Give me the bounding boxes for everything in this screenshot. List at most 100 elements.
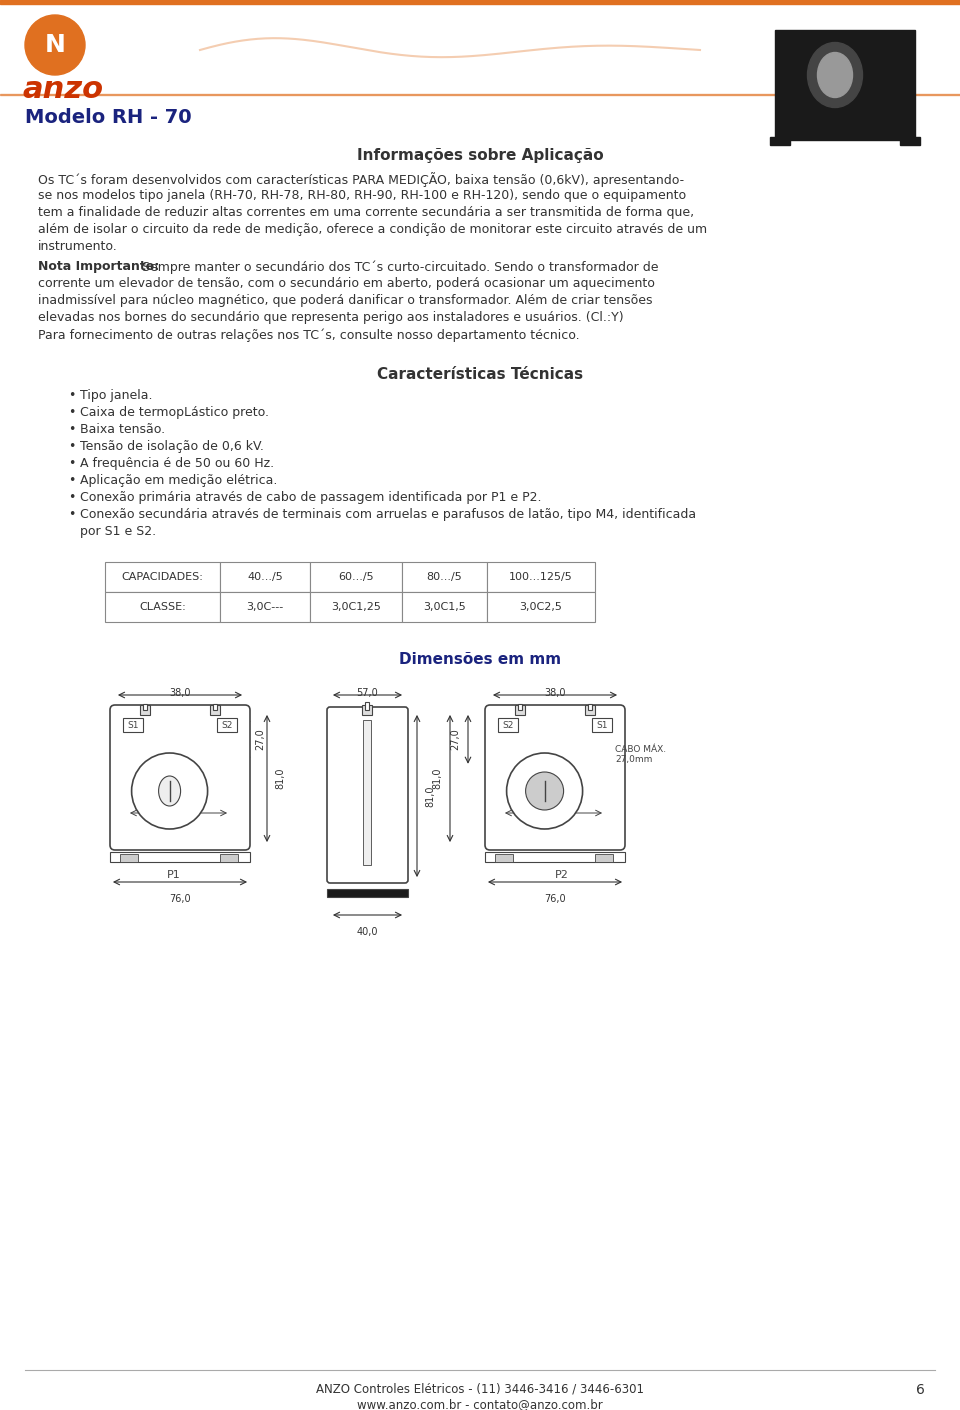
Text: Características Técnicas: Características Técnicas <box>377 367 583 382</box>
Circle shape <box>25 16 85 75</box>
Text: S2: S2 <box>502 721 514 729</box>
Bar <box>105 563 220 592</box>
Text: Para fornecimento de outras relações nos TC´s, consulte nosso departamento técni: Para fornecimento de outras relações nos… <box>38 329 580 341</box>
Ellipse shape <box>818 52 852 97</box>
Bar <box>220 592 310 622</box>
Text: A frequência é de 50 ou 60 Hz.: A frequência é de 50 ou 60 Hz. <box>80 457 275 470</box>
FancyBboxPatch shape <box>327 706 408 883</box>
Text: CAPACIDADES:: CAPACIDADES: <box>122 572 204 582</box>
Bar <box>140 705 150 715</box>
Bar <box>143 704 147 711</box>
Bar <box>402 592 487 622</box>
Bar <box>327 888 408 897</box>
Ellipse shape <box>807 42 862 107</box>
Text: 40,0: 40,0 <box>357 926 378 938</box>
Text: Modelo RH - 70: Modelo RH - 70 <box>25 109 192 127</box>
Bar <box>775 30 915 140</box>
Text: 3,0C---: 3,0C--- <box>247 602 283 612</box>
Circle shape <box>526 773 564 809</box>
Circle shape <box>132 753 207 829</box>
Bar <box>595 854 613 862</box>
Circle shape <box>507 753 583 829</box>
Text: inadmissível para núcleo magnético, que poderá danificar o transformador. Além d: inadmissível para núcleo magnético, que … <box>38 295 653 307</box>
Bar <box>402 563 487 592</box>
Text: instrumento.: instrumento. <box>38 240 118 252</box>
Text: 38,0: 38,0 <box>538 808 560 818</box>
Text: 76,0: 76,0 <box>544 894 565 904</box>
Bar <box>588 704 592 711</box>
Text: Conexão primária através de cabo de passagem identificada por P1 e P2.: Conexão primária através de cabo de pass… <box>80 491 541 503</box>
Bar <box>217 718 237 732</box>
Bar <box>362 705 372 715</box>
Text: Conexão secundária através de terminais com arruelas e parafusos de latão, tipo : Conexão secundária através de terminais … <box>80 508 696 522</box>
Bar <box>770 137 790 145</box>
Bar <box>365 702 369 711</box>
Bar <box>213 704 217 711</box>
Text: 81,0: 81,0 <box>275 768 285 790</box>
Text: CABO MÁX.
27,0mm: CABO MÁX. 27,0mm <box>615 744 666 764</box>
Text: 60.../5: 60.../5 <box>338 572 373 582</box>
Text: Dimensões em mm: Dimensões em mm <box>399 651 561 667</box>
Bar <box>592 718 612 732</box>
Text: Caixa de termopLástico preto.: Caixa de termopLástico preto. <box>80 406 269 419</box>
Bar <box>0 93 960 94</box>
Text: P1: P1 <box>167 870 180 880</box>
Text: S1: S1 <box>596 721 608 729</box>
Bar <box>220 563 310 592</box>
Text: Nota Importante:: Nota Importante: <box>38 259 159 274</box>
Text: N: N <box>44 32 65 56</box>
Bar <box>310 563 402 592</box>
Text: 3,0C1,5: 3,0C1,5 <box>423 602 466 612</box>
Text: Aplicação em medição elétrica.: Aplicação em medição elétrica. <box>80 474 277 486</box>
Text: •: • <box>68 491 76 503</box>
Text: se nos modelos tipo janela (RH-70, RH-78, RH-80, RH-90, RH-100 e RH-120), sendo : se nos modelos tipo janela (RH-70, RH-78… <box>38 189 686 202</box>
Bar <box>310 592 402 622</box>
Text: 57,0: 57,0 <box>356 688 378 698</box>
FancyBboxPatch shape <box>110 705 250 850</box>
Text: 80.../5: 80.../5 <box>426 572 463 582</box>
Bar <box>110 852 250 862</box>
Text: tem a finalidade de reduzir altas correntes em uma corrente secundária a ser tra: tem a finalidade de reduzir altas corren… <box>38 206 694 219</box>
Text: 3,0C1,25: 3,0C1,25 <box>331 602 381 612</box>
Text: CLASSE:: CLASSE: <box>139 602 186 612</box>
Text: além de isolar o circuito da rede de medição, oferece a condição de monitorar es: além de isolar o circuito da rede de med… <box>38 223 708 235</box>
Bar <box>123 718 143 732</box>
Bar <box>900 137 920 145</box>
Text: •: • <box>68 389 76 402</box>
Bar <box>487 563 595 592</box>
Text: ANZO Controles Elétricos - (11) 3446-3416 / 3446-6301: ANZO Controles Elétricos - (11) 3446-341… <box>316 1383 644 1396</box>
Text: www.anzo.com.br - contato@anzo.com.br: www.anzo.com.br - contato@anzo.com.br <box>357 1397 603 1410</box>
Ellipse shape <box>158 776 180 807</box>
Text: por S1 e S2.: por S1 e S2. <box>80 525 156 539</box>
Text: Tipo janela.: Tipo janela. <box>80 389 153 402</box>
Bar <box>585 705 595 715</box>
Text: 6: 6 <box>916 1383 924 1397</box>
Text: Tensão de isolação de 0,6 kV.: Tensão de isolação de 0,6 kV. <box>80 440 264 453</box>
Text: 38,0: 38,0 <box>163 808 184 818</box>
Text: 38,0: 38,0 <box>544 688 565 698</box>
Text: anzo: anzo <box>22 75 103 104</box>
Text: 27,0: 27,0 <box>255 729 265 750</box>
Bar <box>495 854 513 862</box>
Text: •: • <box>68 457 76 470</box>
Text: 76,0: 76,0 <box>169 894 191 904</box>
Bar <box>487 592 595 622</box>
Bar <box>485 852 625 862</box>
Text: 27,0: 27,0 <box>450 729 460 750</box>
Bar <box>220 854 238 862</box>
Text: •: • <box>68 508 76 522</box>
Text: 81,0: 81,0 <box>425 785 435 807</box>
Text: •: • <box>68 423 76 436</box>
Text: Baixa tensão.: Baixa tensão. <box>80 423 165 436</box>
Bar <box>0 0 960 4</box>
Text: corrente um elevador de tensão, com o secundário em aberto, poderá ocasionar um : corrente um elevador de tensão, com o se… <box>38 276 655 290</box>
Bar <box>210 705 220 715</box>
Text: Sempre manter o secundário dos TC´s curto-circuitado. Sendo o transformador de: Sempre manter o secundário dos TC´s curt… <box>138 259 659 274</box>
Bar <box>120 854 138 862</box>
Text: 40.../5: 40.../5 <box>247 572 283 582</box>
Text: 100...125/5: 100...125/5 <box>509 572 573 582</box>
Text: elevadas nos bornes do secundário que representa perigo aos instaladores e usuár: elevadas nos bornes do secundário que re… <box>38 312 624 324</box>
Text: •: • <box>68 406 76 419</box>
Text: 81,0: 81,0 <box>432 768 442 790</box>
Text: •: • <box>68 440 76 453</box>
